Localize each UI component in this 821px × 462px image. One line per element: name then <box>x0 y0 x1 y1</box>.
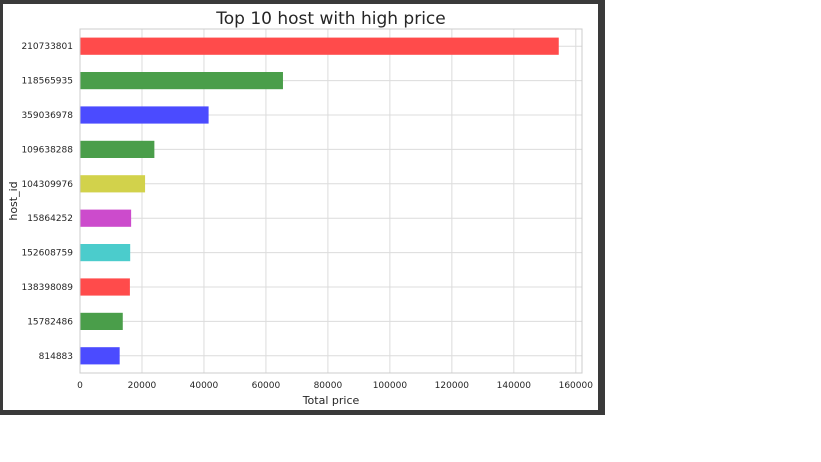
bar-chart: 0 20000 40000 60000 80000 100000 120000 140000 1… <box>3 4 598 410</box>
figure-canvas: 0 20000 40000 60000 80000 100000 120000 140000 1… <box>3 4 598 410</box>
y-tick-label: 15782486 <box>27 317 73 327</box>
bar <box>80 38 559 55</box>
y-tick-label: 814883 <box>39 352 73 362</box>
x-tick-label: 80000 <box>314 381 343 391</box>
x-tick-label: 100000 <box>373 381 408 391</box>
y-tick-label: 104309976 <box>21 180 73 190</box>
chart-title: Top 10 host with high price <box>215 9 445 29</box>
figure-frame: 0 20000 40000 60000 80000 100000 120000 140000 1… <box>0 0 605 415</box>
x-tick-label: 20000 <box>128 381 157 391</box>
bar <box>80 106 209 123</box>
x-axis-label: Total price <box>302 394 360 407</box>
y-tick-label: 359036978 <box>21 111 73 121</box>
y-tick-label: 118565935 <box>21 77 73 87</box>
x-tick-label: 0 <box>77 381 83 391</box>
x-tick-label: 140000 <box>497 381 532 391</box>
x-tick-label: 60000 <box>252 381 281 391</box>
x-tick-label: 120000 <box>435 381 470 391</box>
bar <box>80 313 123 330</box>
bar <box>80 141 154 158</box>
y-tick-label: 109638288 <box>21 145 73 155</box>
bar <box>80 278 130 295</box>
y-tick-label: 15864252 <box>27 214 73 224</box>
y-ticks: 210733801 118565935 359036978 109638288 1043… <box>21 42 73 362</box>
bar <box>80 175 145 192</box>
x-tick-label: 40000 <box>190 381 219 391</box>
y-axis-label: host_id <box>7 181 20 220</box>
x-ticks: 0 20000 40000 60000 80000 100000 120000 140000 1… <box>77 381 593 391</box>
y-tick-label: 210733801 <box>21 42 73 52</box>
bar <box>80 72 283 89</box>
bars <box>80 38 559 365</box>
bar <box>80 347 120 364</box>
y-tick-label: 152608759 <box>21 249 73 259</box>
bar <box>80 210 131 227</box>
y-tick-label: 138398089 <box>21 283 73 293</box>
bar <box>80 244 130 261</box>
x-tick-label: 160000 <box>559 381 594 391</box>
